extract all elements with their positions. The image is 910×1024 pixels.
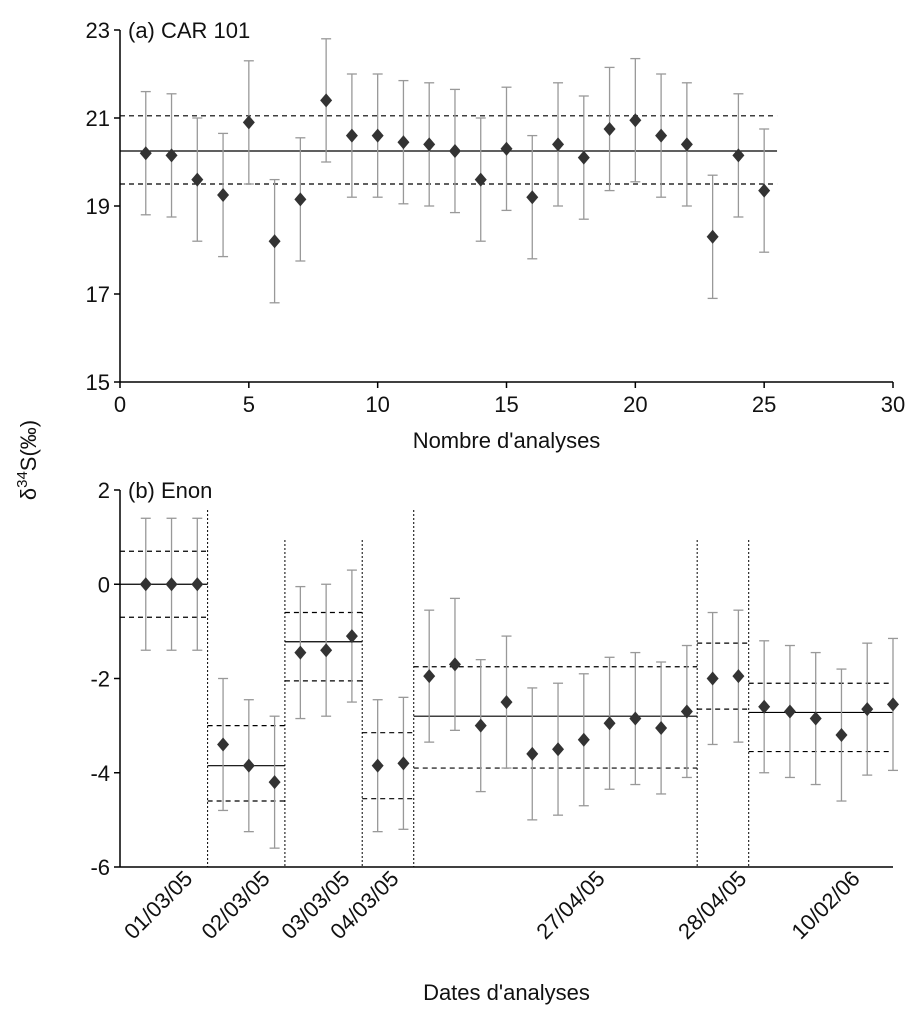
marker	[448, 144, 461, 158]
marker	[706, 671, 719, 686]
marker	[268, 234, 281, 249]
marker	[242, 758, 255, 773]
y-tick-label: -4	[90, 761, 110, 786]
y-axis-label: δ34S(‰)	[14, 420, 41, 500]
x-tick-label: 0	[114, 392, 126, 417]
marker	[577, 150, 590, 165]
chart-title: (a) CAR 101	[128, 18, 250, 43]
y-tick-label: 19	[86, 194, 110, 219]
marker	[732, 669, 745, 684]
marker	[655, 128, 668, 143]
marker	[809, 711, 822, 726]
marker	[732, 148, 745, 163]
marker	[835, 728, 848, 743]
marker	[552, 742, 565, 757]
y-tick-label: -2	[90, 667, 110, 692]
marker	[783, 704, 796, 719]
marker	[680, 137, 693, 152]
marker	[758, 183, 771, 198]
marker	[629, 711, 642, 726]
marker	[397, 135, 410, 150]
marker	[758, 699, 771, 714]
marker	[474, 172, 487, 187]
marker	[887, 697, 899, 712]
marker	[526, 190, 539, 205]
marker	[448, 657, 461, 672]
x-tick-label: 5	[243, 392, 255, 417]
y-label-prefix: δ	[16, 488, 41, 500]
marker	[526, 746, 539, 761]
marker	[268, 775, 281, 790]
marker	[139, 577, 152, 592]
marker	[242, 115, 255, 130]
marker	[371, 758, 384, 773]
marker	[603, 716, 616, 731]
y-tick-label: 0	[98, 572, 110, 597]
marker	[680, 704, 693, 719]
x-tick-label: 28/04/05	[673, 866, 751, 944]
marker	[345, 128, 358, 143]
y-tick-label: -6	[90, 855, 110, 880]
y-tick-label: 2	[98, 478, 110, 503]
marker	[371, 128, 384, 143]
marker	[345, 629, 358, 644]
marker	[217, 737, 230, 752]
y-label-sup: 34	[14, 471, 31, 488]
y-tick-label: 21	[86, 106, 110, 131]
marker	[500, 695, 513, 710]
x-tick-label: 15	[494, 392, 518, 417]
marker	[603, 122, 616, 136]
marker	[423, 137, 436, 152]
x-axis-label: Nombre d'analyses	[413, 428, 601, 453]
x-tick-label: 10/02/06	[786, 866, 864, 944]
marker	[423, 669, 436, 684]
x-axis-label: Dates d'analyses	[423, 980, 590, 1005]
x-tick-label: 10	[365, 392, 389, 417]
x-tick-label: 27/04/05	[531, 866, 609, 944]
marker	[629, 113, 642, 128]
marker	[474, 718, 487, 733]
marker	[320, 93, 333, 108]
marker	[320, 643, 333, 658]
y-tick-label: 15	[86, 370, 110, 395]
marker	[655, 720, 668, 735]
marker	[577, 732, 590, 747]
marker	[552, 137, 565, 152]
marker	[165, 577, 178, 592]
marker	[294, 192, 307, 207]
y-label-suffix: S(‰)	[16, 420, 41, 471]
y-tick-label: 17	[86, 282, 110, 307]
marker	[397, 756, 410, 771]
marker	[706, 229, 719, 244]
marker	[217, 188, 230, 202]
x-tick-label: 02/03/05	[196, 866, 274, 944]
marker	[500, 141, 513, 156]
marker	[294, 645, 307, 660]
chart-title: (b) Enon	[128, 478, 212, 503]
x-tick-label: 20	[623, 392, 647, 417]
x-tick-label: 30	[881, 392, 905, 417]
x-tick-label: 01/03/05	[119, 866, 197, 944]
marker	[191, 577, 204, 592]
marker	[139, 146, 152, 161]
marker	[165, 148, 178, 163]
marker	[861, 702, 874, 717]
marker	[191, 172, 204, 187]
y-tick-label: 23	[86, 18, 110, 43]
x-tick-label: 25	[752, 392, 776, 417]
